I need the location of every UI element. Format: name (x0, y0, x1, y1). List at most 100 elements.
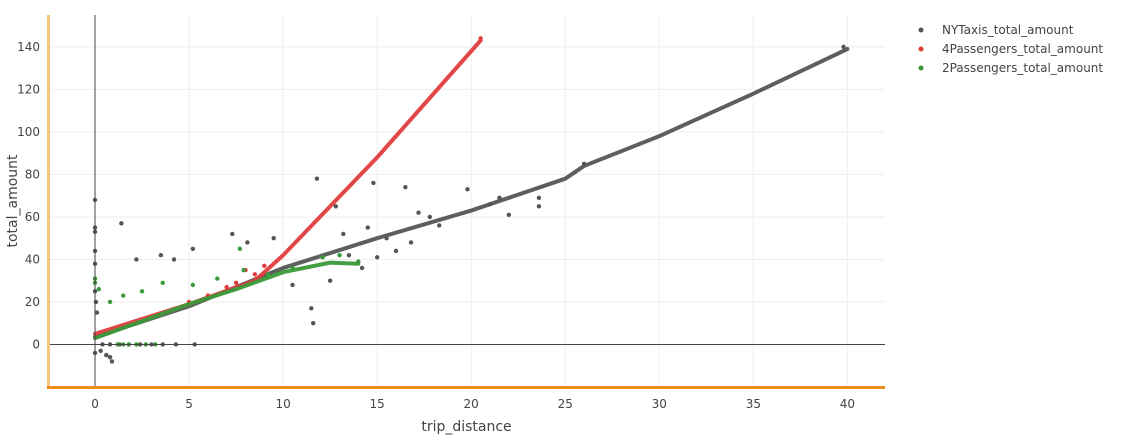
data-point (341, 231, 346, 237)
data-point (224, 284, 229, 290)
series-trend-line (93, 38, 483, 336)
x-tick-label: 35 (746, 397, 761, 411)
series-layer (92, 36, 850, 364)
y-tick-label: 40 (25, 252, 40, 266)
data-point (427, 214, 433, 220)
x-tick-label: 0 (91, 397, 99, 411)
data-point (230, 231, 235, 237)
data-point (121, 293, 126, 298)
data-point (96, 287, 101, 292)
data-point (109, 359, 115, 364)
data-point (107, 299, 113, 305)
series-4Passengers_total_amount (93, 36, 483, 336)
data-point (374, 255, 380, 260)
y-axis-title: total_amount (5, 154, 21, 248)
data-point (314, 176, 320, 181)
data-point (94, 310, 100, 315)
data-point (107, 355, 113, 360)
data-point (371, 180, 376, 186)
legend-item[interactable]: 4Passengers_total_amount (918, 42, 1104, 56)
data-point (365, 225, 370, 230)
data-point (487, 201, 493, 207)
legend-label: 4Passengers_total_amount (942, 42, 1103, 56)
y-tick-label: 80 (25, 167, 40, 181)
data-point (536, 204, 542, 209)
legend[interactable]: NYTaxis_total_amount 4Passengers_total_am… (918, 23, 1104, 75)
data-point (215, 276, 220, 281)
data-point (252, 272, 258, 277)
x-axis-title: trip_distance (421, 419, 511, 435)
data-point (241, 267, 246, 273)
data-point (403, 184, 408, 190)
y-tick-label: 100 (17, 125, 40, 139)
data-point (160, 280, 165, 286)
data-point (333, 204, 338, 209)
y-axis-line (47, 15, 50, 389)
data-point (309, 306, 314, 311)
data-point (478, 36, 483, 41)
data-point (134, 257, 139, 262)
x-tick-label: 5 (185, 397, 193, 411)
data-point (384, 236, 389, 241)
data-point (393, 248, 399, 254)
data-point (506, 212, 512, 218)
series-trend-line (93, 260, 361, 341)
legend-label: 2Passengers_total_amount (942, 61, 1103, 75)
data-point (262, 263, 267, 269)
data-point (93, 299, 99, 305)
data-point (237, 246, 243, 252)
data-point (158, 253, 164, 258)
legend-item[interactable]: NYTaxis_total_amount (918, 23, 1074, 37)
y-tick-label: 0 (32, 337, 40, 351)
x-tick-label: 15 (370, 397, 385, 411)
data-point (408, 240, 414, 245)
y-tick-label: 120 (17, 82, 40, 96)
data-point (311, 321, 316, 326)
y-tick-label: 20 (25, 295, 40, 309)
y-tick-label: 140 (17, 40, 40, 54)
data-point (245, 240, 250, 245)
data-point (465, 187, 470, 192)
data-point (416, 210, 421, 215)
legend-item[interactable]: 2Passengers_total_amount (918, 61, 1104, 75)
data-point (320, 255, 325, 260)
data-point (104, 352, 109, 358)
x-tick-label: 30 (652, 397, 667, 411)
data-point (536, 195, 542, 201)
data-point (337, 253, 342, 258)
data-point (437, 223, 442, 228)
legend-marker (918, 65, 924, 71)
x-tick-label: 40 (840, 397, 855, 411)
data-point (497, 195, 502, 201)
x-axis-line (47, 386, 885, 389)
data-point (190, 246, 196, 252)
data-point (190, 282, 196, 288)
series-2Passengers_total_amount (92, 246, 361, 347)
data-point (98, 348, 103, 354)
data-point (356, 259, 361, 264)
axes-layer: 0 5 10 15 20 25 30 35 40 0 20 40 60 80 100 120 140 trip_d… (5, 15, 885, 435)
data-point (290, 282, 295, 288)
data-point (581, 161, 587, 166)
data-point (290, 265, 295, 271)
data-point (119, 221, 124, 226)
data-point (346, 253, 352, 258)
x-tick-label: 25 (558, 397, 573, 411)
legend-marker (918, 27, 924, 33)
series-NYTaxis_total_amount (92, 44, 850, 364)
legend-marker (918, 46, 924, 52)
data-point (271, 236, 276, 241)
data-point (139, 289, 145, 294)
data-point (359, 265, 365, 271)
legend-label: NYTaxis_total_amount (942, 23, 1074, 37)
x-tick-label: 20 (464, 397, 479, 411)
data-point (265, 272, 271, 277)
x-tick-label: 10 (275, 397, 290, 411)
y-tick-label: 60 (25, 210, 40, 224)
data-point (841, 44, 846, 50)
data-point (171, 257, 177, 262)
grid-lines (48, 15, 885, 387)
data-point (327, 278, 333, 283)
data-point (233, 280, 239, 286)
